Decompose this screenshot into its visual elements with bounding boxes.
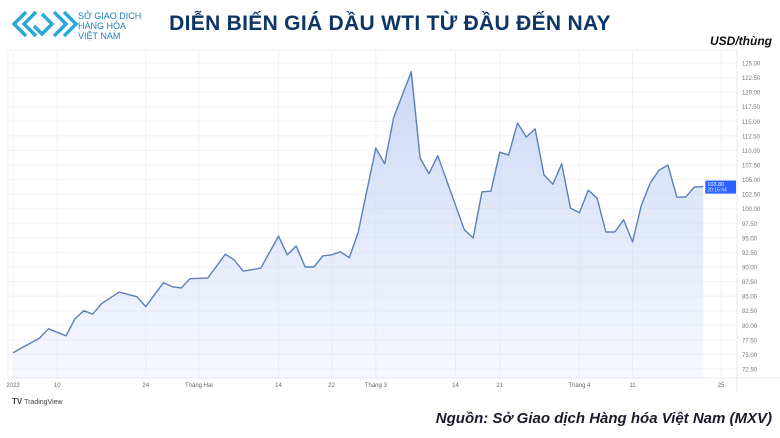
y-tick-label: 107.50 (742, 164, 761, 170)
last-price-time: 20:15:44 (707, 188, 727, 194)
last-price-value: 103.80 (707, 182, 724, 188)
x-tick-label: 22 (328, 383, 335, 389)
x-tick-label: 24 (142, 383, 149, 389)
x-tick-label: Tháng 4 (568, 383, 591, 389)
logo-text: SỞ GIAO DỊCH HÀNG HÓA VIỆT NAM (78, 11, 141, 41)
logo-line: HÀNG HÓA (78, 21, 127, 31)
x-tick-label: Tháng Hai (185, 383, 213, 389)
y-tick-label: 75.00 (742, 353, 758, 359)
y-tick-label: 82.50 (742, 309, 758, 315)
y-tick-label: 122.50 (742, 76, 761, 82)
area-fill (13, 71, 704, 378)
source-note: Nguồn: Sở Giao dịch Hàng hóa Việt Nam (M… (435, 410, 772, 427)
y-tick-label: 85.00 (742, 295, 758, 301)
y-tick-label: 117.50 (742, 105, 761, 111)
x-tick-label: 21 (496, 383, 503, 389)
logo-line: SỞ GIAO DỊCH (78, 11, 142, 21)
mxv-logo-icon (12, 10, 79, 38)
x-tick-label: 2022 (6, 383, 20, 389)
x-tick-label: Tháng 3 (365, 383, 388, 389)
y-tick-label: 125.00 (742, 62, 761, 68)
x-tick-label: 14 (275, 383, 282, 389)
y-tick-label: 80.00 (742, 324, 758, 330)
y-tick-label: 115.00 (742, 120, 761, 126)
last-price-badge (705, 180, 736, 194)
x-tick-label: 10 (54, 383, 61, 389)
y-tick-label: 72.50 (742, 368, 758, 374)
y-tick-label: 105.00 (742, 178, 761, 184)
x-tick-label: 11 (629, 383, 636, 389)
x-tick-label: 25 (718, 383, 725, 389)
logo-line: VIỆT NAM (78, 31, 121, 41)
y-tick-label: 90.00 (742, 266, 758, 272)
y-tick-label: 100.00 (742, 207, 761, 213)
y-tick-label: 97.50 (742, 222, 758, 228)
y-tick-label: 92.50 (742, 251, 758, 257)
y-tick-label: 112.50 (742, 134, 761, 140)
tradingview-watermark: TV TradingView (12, 397, 63, 406)
y-tick-label: 87.50 (742, 280, 758, 286)
chart-title: DIỄN BIẾN GIÁ DẦU WTI TỪ ĐẦU ĐẾN NAY (169, 12, 611, 35)
y-tick-label: 95.00 (742, 236, 758, 242)
y-tick-label: 77.50 (742, 338, 758, 344)
unit-label: USD/thùng (710, 34, 772, 48)
y-tick-label: 110.00 (742, 149, 761, 155)
y-tick-label: 120.00 (742, 91, 761, 97)
tradingview-label: TradingView (24, 399, 63, 406)
y-tick-label: 102.50 (742, 193, 761, 199)
x-tick-label: 14 (452, 383, 459, 389)
